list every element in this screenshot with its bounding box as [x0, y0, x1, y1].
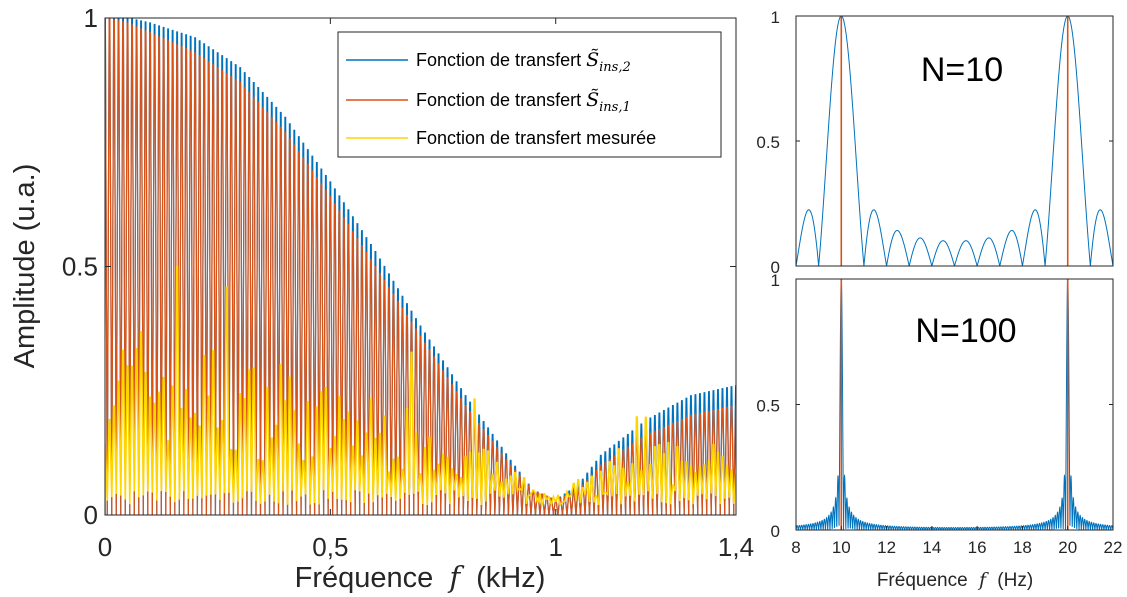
main-y-axis-label: Amplitude (u.a.) [9, 164, 41, 369]
n100-x-tick-label: 20 [1058, 538, 1077, 557]
legend-box [337, 31, 722, 158]
main-y-tick-label: 0.5 [62, 252, 98, 282]
main-series-s2 [105, 18, 736, 515]
n100-x-axis-label-unit: (Hz) [997, 570, 1033, 591]
main-x-axis-label-unit: (kHz) [476, 562, 545, 594]
main-x-axis-label: Fréquence f (kHz) [295, 560, 546, 594]
main-x-axis-label-var: f [447, 560, 465, 594]
main-y-tick-label: 1 [84, 3, 98, 33]
n100-x-axis-label-var: f [977, 569, 989, 591]
main-chart: 0 0,5 1 1,4 0 0.5 1 Amplitude (u.a.) Fréquence… [9, 3, 754, 594]
n100-y-tick-label: 0 [771, 522, 780, 541]
main-x-tick-label: 1 [548, 532, 562, 562]
legend-entry-s1-sym: S̃ [586, 89, 599, 111]
chart-n10: 0 0.5 1 N=10 [756, 8, 1114, 277]
legend-entry-s2-text: Fonction de transfert [416, 50, 586, 70]
n100-series-s2 [796, 279, 1113, 530]
n10-y-tick-label: 0.5 [756, 133, 780, 152]
n100-x-tick-label: 22 [1104, 538, 1123, 557]
main-y-tick-label: 0 [84, 500, 98, 530]
legend-entry-s2-sub: ins,2 [599, 60, 631, 75]
main-x-tick-label: 0 [98, 532, 112, 562]
n100-x-tick-label: 18 [1013, 538, 1032, 557]
n100-x-tick-label: 8 [791, 538, 800, 557]
main-series-s1 [105, 18, 736, 515]
legend-entry-s1-text: Fonction de transfert [416, 90, 586, 110]
legend-entry-s2-sym: S̃ [586, 49, 599, 71]
legend-entry-s1: Fonction de transfert S̃ins,1 [416, 89, 631, 115]
n100-x-axis-label-text: Fréquence [877, 570, 968, 591]
n100-y-tick-label: 0.5 [756, 397, 780, 416]
n100-x-axis-label: Fréquence f (Hz) [877, 569, 1033, 591]
n100-y-tick-label: 1 [771, 271, 780, 290]
legend-entry-s2: Fonction de transfert S̃ins,2 [416, 49, 631, 75]
main-x-tick-label: 0,5 [312, 532, 348, 562]
n10-y-tick-label: 0 [771, 258, 780, 277]
n10-series-s2 [796, 16, 1113, 266]
chart-n100: 00.518 10 12 14 16 18 20 22 N=100 Fréquence f (… [756, 271, 1122, 591]
n10-annotation: N=10 [921, 51, 1003, 89]
n100-x-tick-label: 12 [877, 538, 896, 557]
n100-annotation: N=100 [915, 312, 1016, 350]
legend-entry-s1-sub: ins,1 [599, 100, 631, 115]
legend-entry-measured: Fonction de transfert mesurée [416, 128, 656, 148]
n100-x-tick-label: 10 [832, 538, 851, 557]
main-x-axis-label-text: Fréquence [295, 562, 434, 594]
legend: Fonction de transfert S̃ins,2 Fonction d… [337, 31, 722, 158]
n10-y-tick-label: 1 [771, 8, 780, 27]
main-series-measured [105, 265, 736, 506]
main-x-tick-label: 1,4 [718, 532, 754, 562]
n100-x-tick-label: 14 [922, 538, 941, 557]
n100-x-tick-label: 16 [968, 538, 987, 557]
